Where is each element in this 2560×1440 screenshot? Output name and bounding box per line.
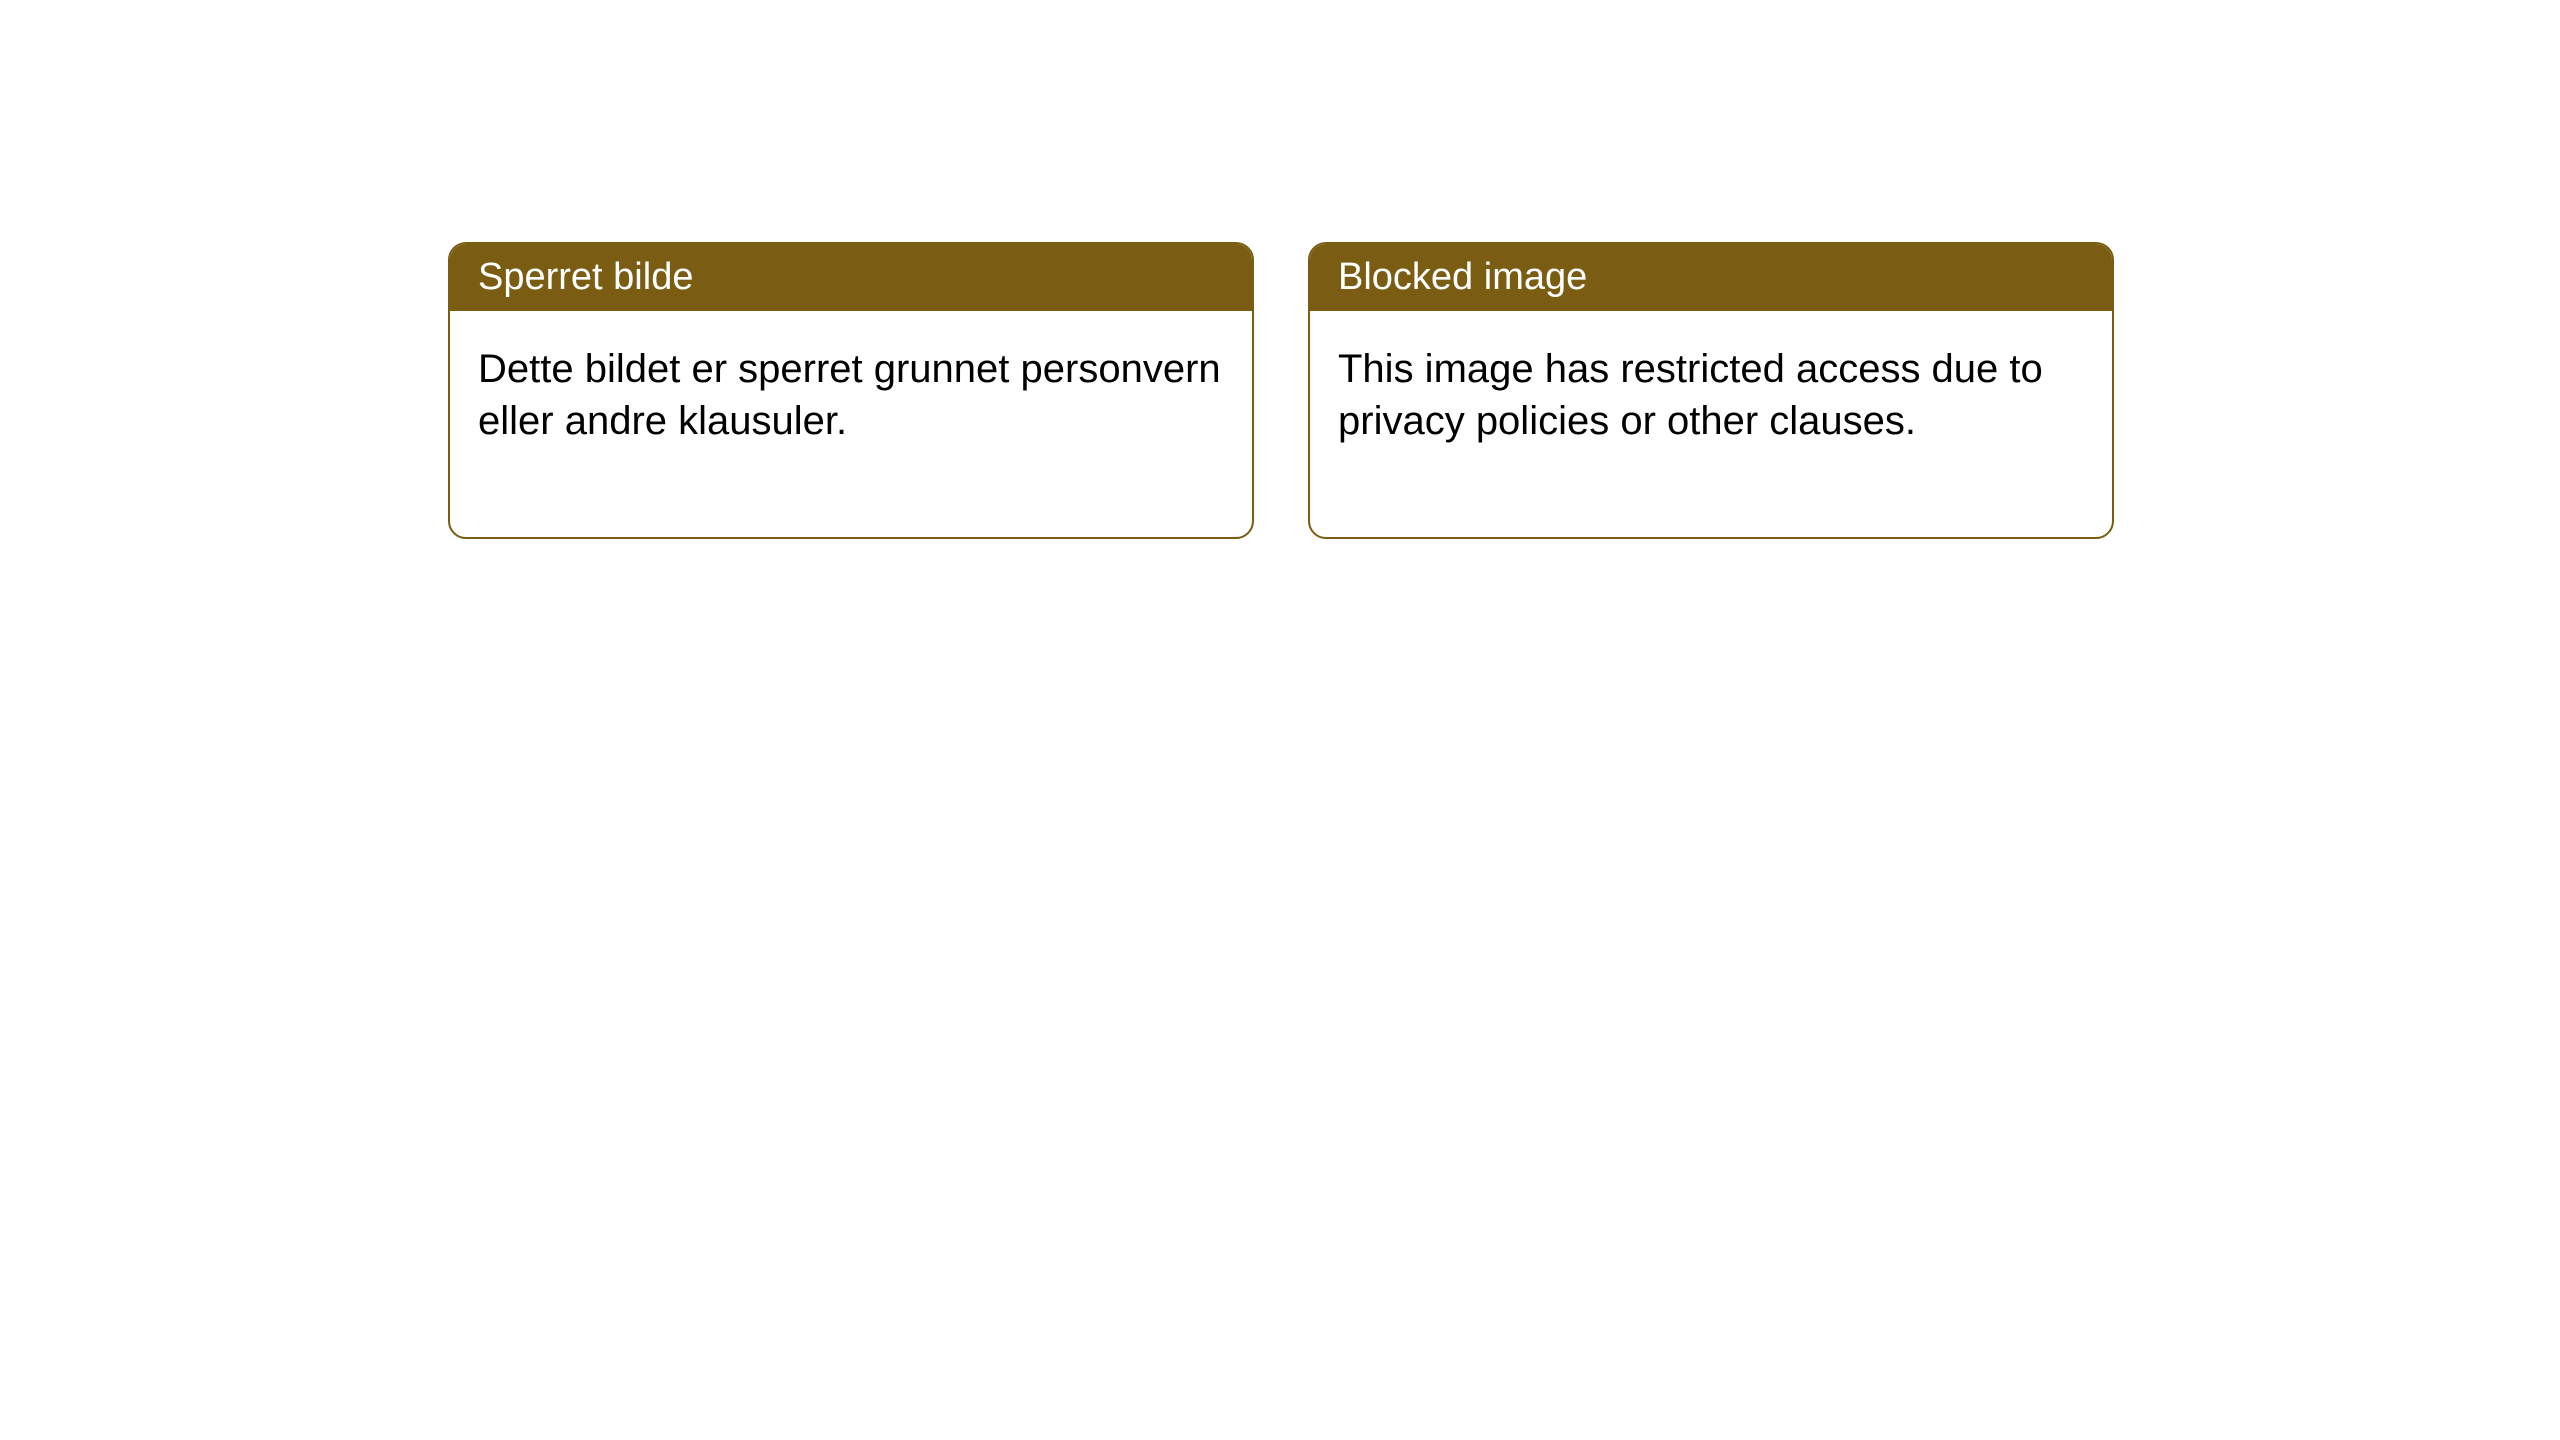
blocked-image-cards: Sperret bilde Dette bildet er sperret gr… (448, 242, 2114, 539)
notice-body-norwegian: Dette bildet er sperret grunnet personve… (450, 311, 1252, 537)
notice-card-norwegian: Sperret bilde Dette bildet er sperret gr… (448, 242, 1254, 539)
notice-card-english: Blocked image This image has restricted … (1308, 242, 2114, 539)
notice-body-english: This image has restricted access due to … (1310, 311, 2112, 537)
notice-header-norwegian: Sperret bilde (450, 244, 1252, 311)
notice-header-english: Blocked image (1310, 244, 2112, 311)
